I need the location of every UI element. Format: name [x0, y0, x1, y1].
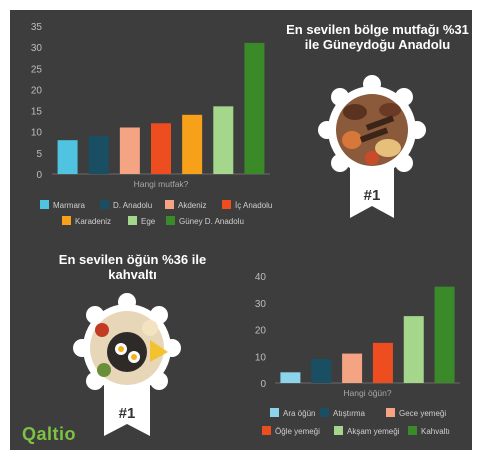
chart2-legend-label-4: Öğle yemeği [275, 427, 320, 436]
brand-logo: Qaltio [22, 424, 77, 444]
chart1-bar-2 [88, 135, 109, 174]
chart1-y-tick-label: 0 [36, 170, 42, 181]
chart2-y-tick-label: 10 [255, 352, 267, 363]
chart1-y-tick-label: 15 [31, 107, 43, 118]
chart2-bar-3 [342, 353, 363, 383]
chart1-legend-swatch-5 [62, 216, 71, 225]
chart1-y-tick-label: 5 [36, 149, 42, 160]
chart1-bar-4 [151, 123, 171, 174]
chart2-legend-label-1: Ara öğün [283, 409, 315, 418]
chart2-bar-2 [311, 358, 332, 383]
chart1-legend-swatch-3 [165, 200, 174, 209]
rank-badge-2: #1 [119, 405, 136, 422]
chart1-bar-6 [213, 106, 234, 174]
chart2-bar-1 [280, 372, 301, 383]
chart1-legend-swatch-1 [40, 200, 49, 209]
chart2-title: En sevilen öğün %36 ile kahvaltı [58, 252, 207, 282]
chart1-legend-label-5: Karadeniz [75, 217, 111, 226]
chart1-y-tick-label: 30 [31, 43, 43, 54]
chart1-legend-label-1: Marmara [53, 201, 86, 210]
chart1-legend-swatch-6 [128, 216, 137, 225]
rank-badge-1: #1 [364, 187, 381, 204]
chart1-bar-7 [244, 42, 265, 174]
chart1-legend-label-6: Ege [141, 217, 156, 226]
chart2-bar-6 [434, 286, 455, 383]
chart1-y-tick-label: 10 [31, 128, 43, 139]
chart2-y-tick-label: 40 [255, 272, 267, 283]
chart1-y-tick-label: 25 [31, 64, 43, 75]
chart2-y-tick-label: 30 [255, 299, 267, 310]
chart1-legend-swatch-4 [222, 200, 231, 209]
chart1-title: En sevilen bölge mutfağı %31 ile Güneydo… [286, 22, 469, 52]
chart1-bar-5 [182, 114, 203, 174]
chart1-legend-swatch-2 [100, 200, 109, 209]
food-photo-badge-2: #1 [73, 293, 181, 436]
chart1-x-axis-label: Hangi mutfak? [134, 179, 189, 189]
chart2-legend-label-6: Kahvaltı [421, 427, 450, 436]
chart1-legend-label-4: İç Anadolu [235, 201, 272, 210]
chart2-legend-swatch-3 [386, 408, 395, 417]
chart2-legend-swatch-4 [262, 426, 271, 435]
chart2-legend-label-5: Akşam yemeği [347, 427, 400, 436]
infographic-panel [10, 10, 472, 450]
chart2-x-axis-label: Hangi öğün? [343, 388, 391, 398]
chart1-legend-label-3: Akdeniz [178, 201, 206, 210]
chart1-bar-3 [119, 127, 140, 174]
chart2-legend-swatch-6 [408, 426, 417, 435]
chart2-legend-swatch-1 [270, 408, 279, 417]
chart1-legend-label-2: D. Anadolu [113, 201, 152, 210]
chart2-bar-4 [372, 342, 393, 383]
chart1-legend-swatch-7 [166, 216, 175, 225]
chart2-bar-5 [403, 316, 424, 383]
chart1-y-tick-label: 20 [31, 85, 43, 96]
chart1-y-tick-label: 35 [31, 22, 43, 33]
food-photo-badge-1: #1 [318, 75, 426, 218]
chart1-bar-1 [57, 140, 78, 174]
chart2-y-tick-label: 20 [255, 326, 267, 337]
chart1-legend-label-7: Güney D. Anadolu [179, 217, 244, 226]
chart2-legend-swatch-2 [320, 408, 329, 417]
chart2-legend-label-3: Gece yemeği [399, 409, 446, 418]
chart2-legend-swatch-5 [334, 426, 343, 435]
chart2-legend-label-2: Atıştırma [333, 409, 366, 418]
chart2-y-tick-label: 0 [260, 379, 266, 390]
